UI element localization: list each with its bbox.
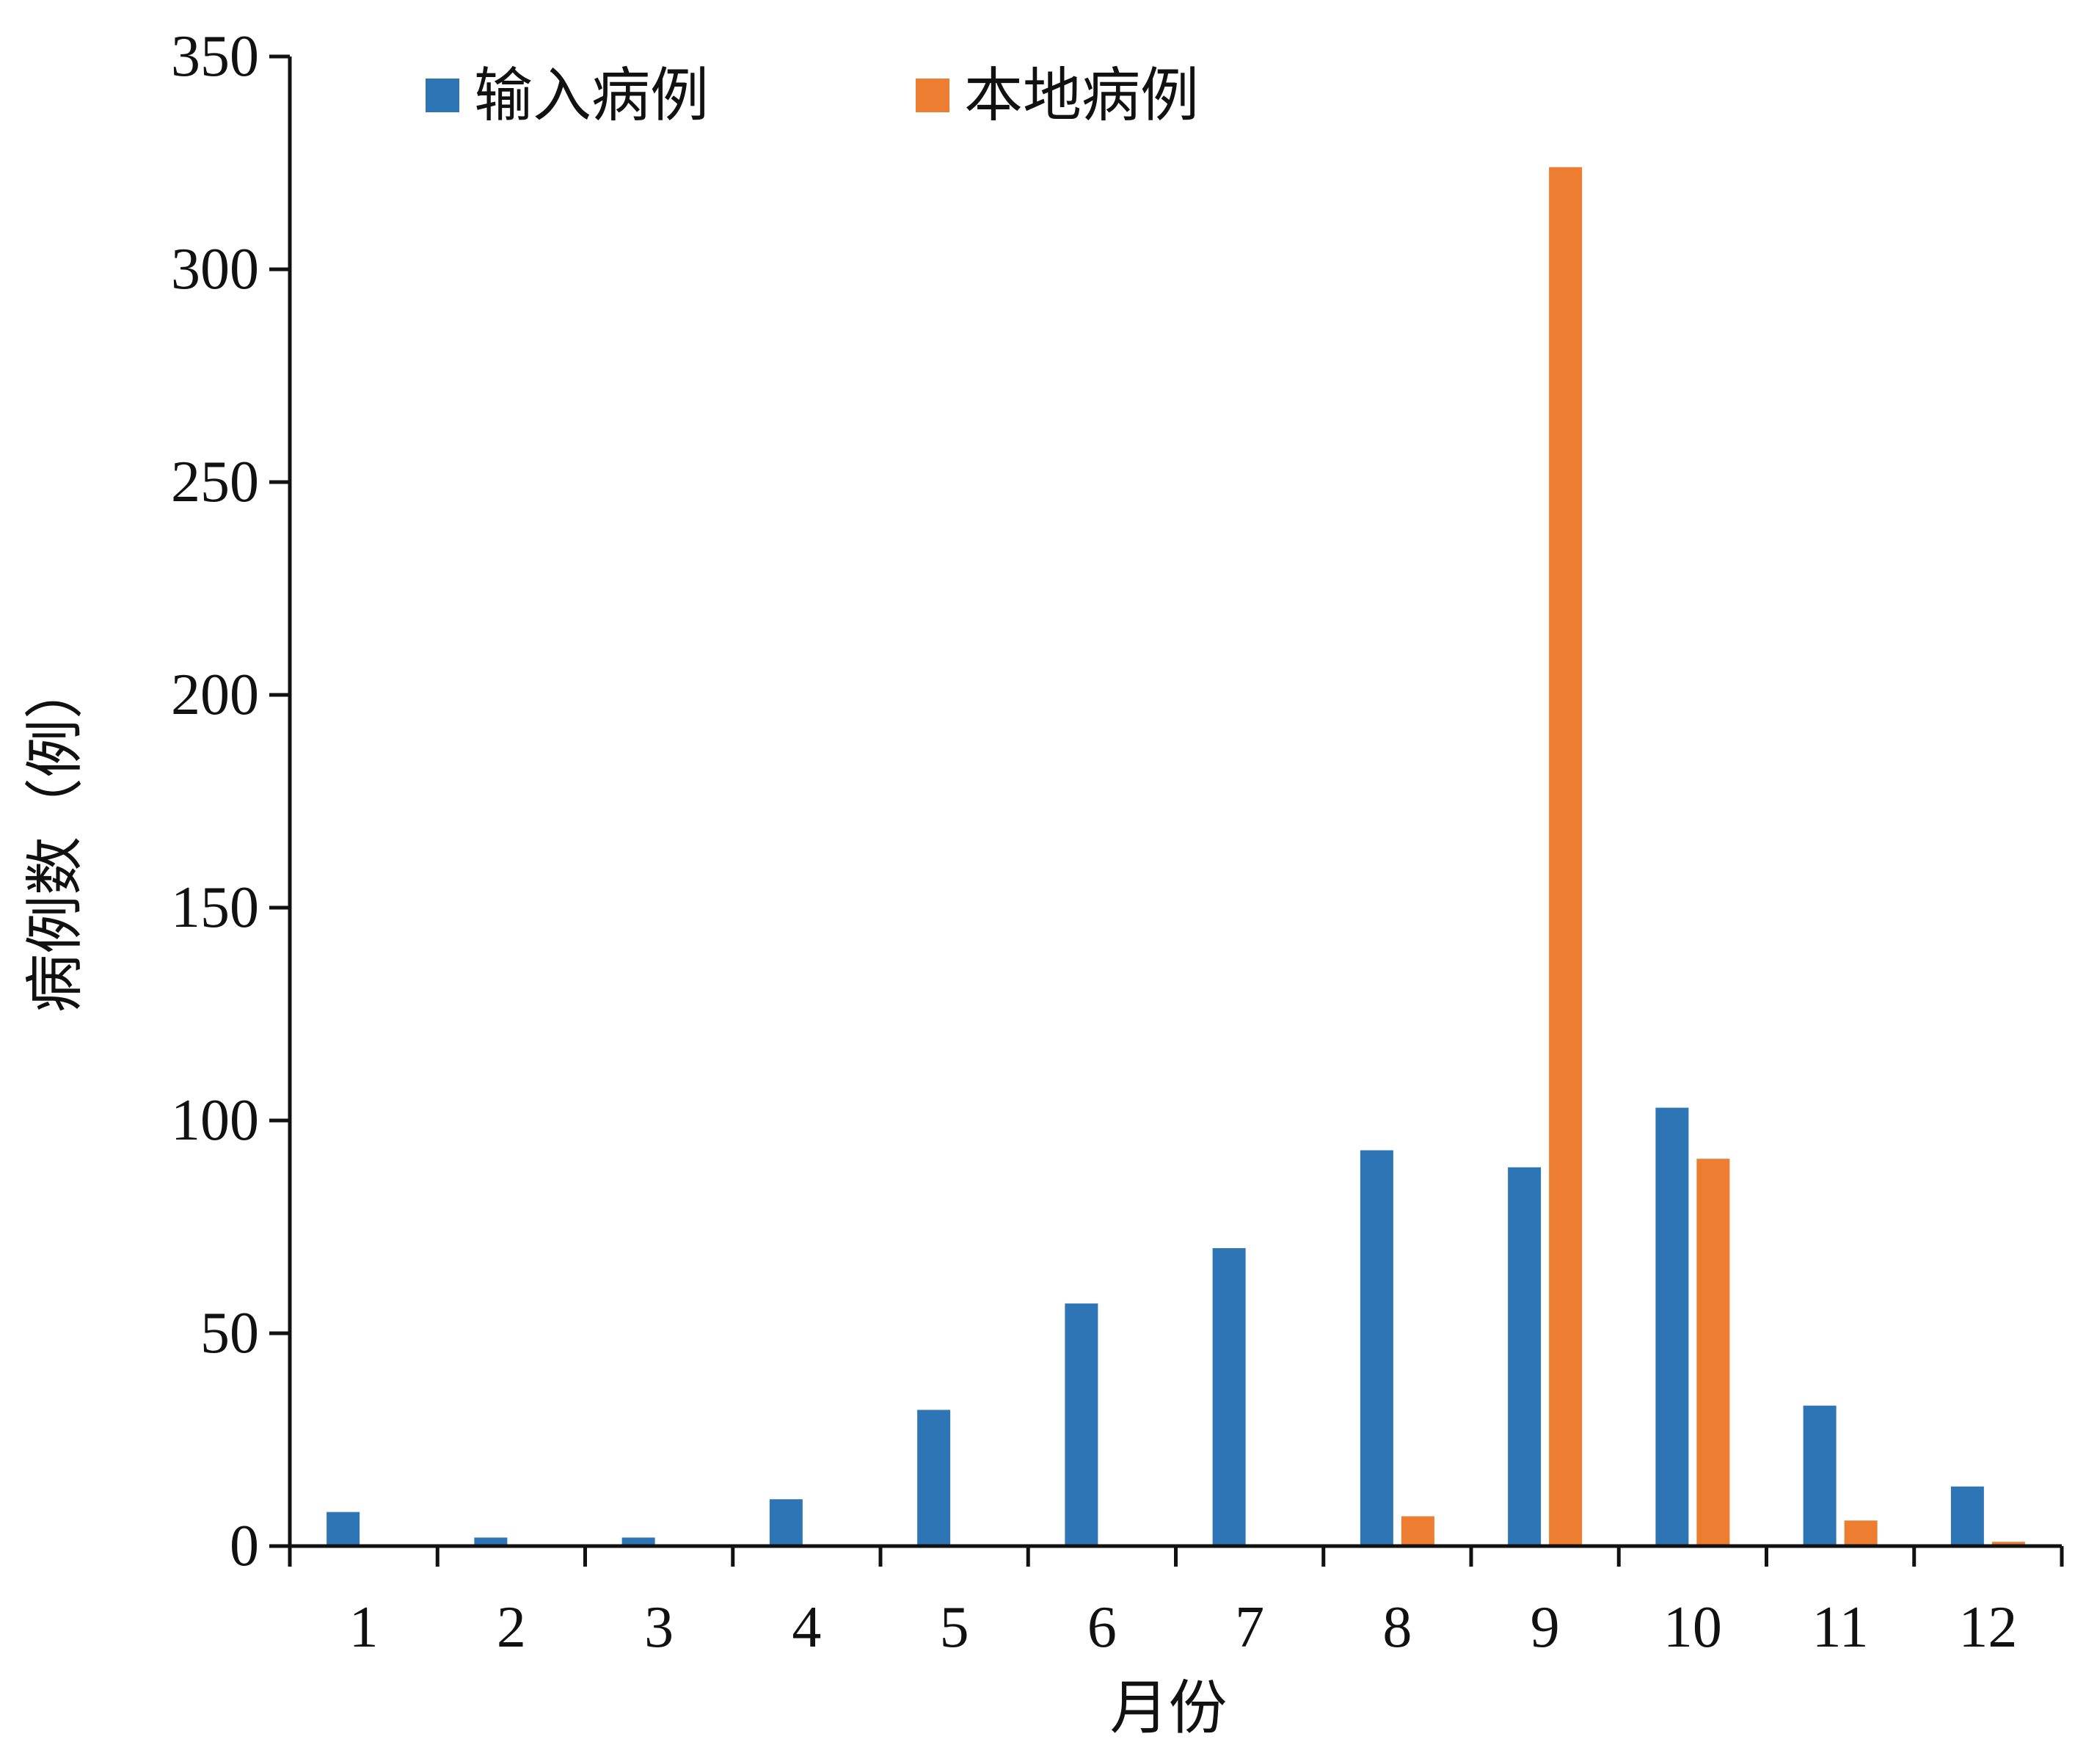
legend-swatch-imported: [426, 79, 459, 112]
x-tick-label: 12: [1958, 1595, 2017, 1660]
bar: [1950, 1486, 1984, 1546]
x-tick-label: 9: [1531, 1595, 1560, 1660]
bars: [327, 167, 2025, 1546]
y-tick-label: 300: [171, 237, 259, 302]
x-tick-label: 5: [940, 1595, 969, 1660]
bar: [769, 1499, 803, 1546]
x-tick-label: 10: [1663, 1595, 1722, 1660]
y-tick-label: 0: [230, 1514, 259, 1578]
bar: [1360, 1150, 1393, 1546]
x-axis-title: 月份: [1110, 1674, 1228, 1742]
x-tick-label: 7: [1235, 1595, 1264, 1660]
bar: [1696, 1159, 1730, 1546]
bar: [1655, 1107, 1689, 1546]
legend-swatch-local: [916, 79, 949, 112]
legend-label-imported: 输入病例: [474, 62, 709, 130]
bar: [1549, 167, 1583, 1546]
bar: [917, 1410, 951, 1546]
bar: [1803, 1405, 1837, 1546]
y-tick-label: 150: [171, 875, 259, 940]
x-tick-label: 1: [349, 1595, 379, 1660]
y-tick-label: 250: [171, 450, 259, 514]
x-tick-label: 6: [1087, 1595, 1117, 1660]
y-tick-label: 350: [171, 24, 259, 89]
x-tick-label: 11: [1812, 1595, 1869, 1660]
x-tick-label: 3: [644, 1595, 674, 1660]
bar: [474, 1537, 508, 1546]
y-tick-label: 200: [171, 663, 259, 727]
y-tick-label: 100: [171, 1088, 259, 1153]
legend-label-local: 本地病例: [964, 62, 1199, 130]
bar: [1991, 1542, 2025, 1546]
bar: [1065, 1303, 1098, 1546]
bar: [621, 1537, 655, 1546]
x-axis-ticks: 1 2 3 4 5 6 7 8 9 10 11 12: [288, 1546, 2064, 1660]
y-axis-title: 病例数（例）: [21, 660, 90, 1013]
bar: [327, 1512, 360, 1546]
bar: [1844, 1520, 1878, 1546]
x-tick-label: 8: [1382, 1595, 1412, 1660]
legend: 输入病例 本地病例: [426, 62, 1199, 130]
y-axis-ticks: 0 50 100 150 200 250 300 350: [171, 24, 290, 1578]
x-tick-label: 2: [497, 1595, 526, 1660]
bar: [1508, 1167, 1542, 1546]
y-tick-label: 50: [200, 1301, 259, 1366]
bar: [1212, 1248, 1246, 1546]
bar: [1401, 1516, 1434, 1546]
x-tick-label: 4: [792, 1595, 821, 1660]
